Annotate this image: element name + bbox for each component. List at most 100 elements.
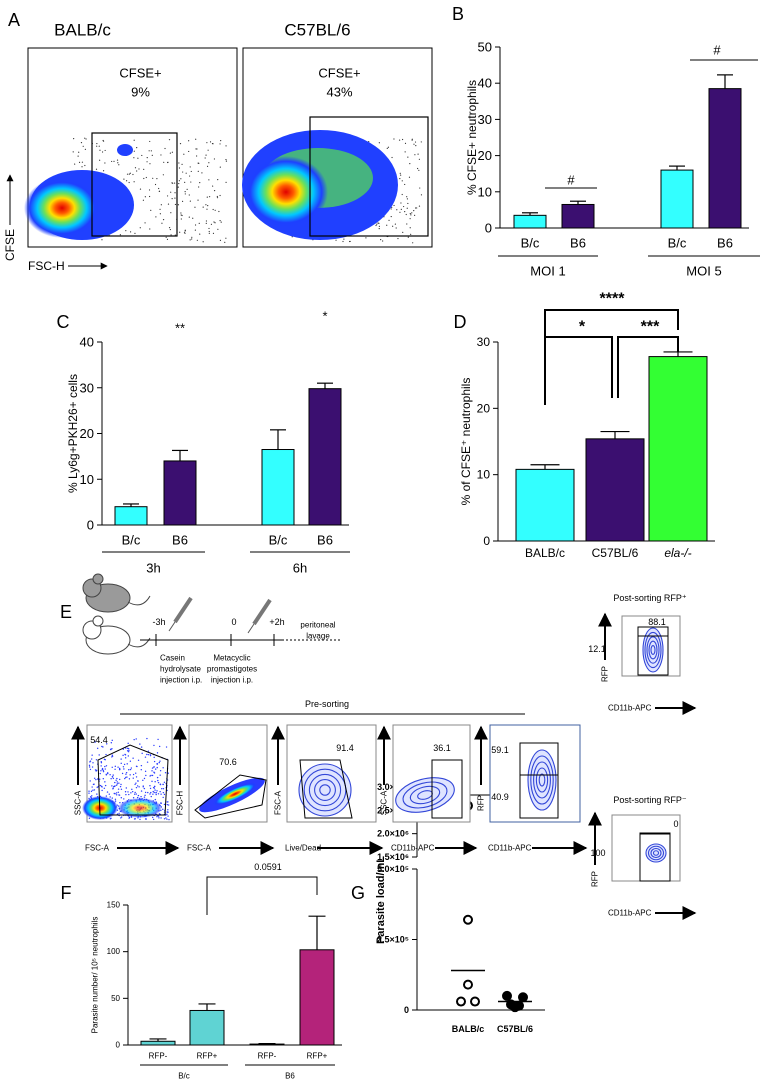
event-dot (162, 219, 165, 221)
event-dot (188, 216, 190, 218)
event-dot (136, 796, 139, 799)
event-dot (100, 770, 102, 772)
event-dot (405, 213, 407, 216)
event-dot (124, 754, 127, 756)
event-dot (151, 774, 154, 777)
event-dot (154, 785, 156, 788)
mouse-tail (127, 637, 151, 648)
event-dot (151, 154, 153, 156)
y-tick-label: 100 (107, 947, 121, 956)
event-dot (167, 809, 169, 811)
event-dot (120, 816, 123, 818)
event-dot (123, 768, 125, 770)
event-dot (152, 177, 154, 179)
mouse-ear (92, 573, 104, 585)
significance-label: *** (641, 319, 660, 336)
event-dot (408, 176, 411, 178)
event-dot (152, 793, 154, 795)
event-dot (131, 790, 134, 793)
gate (637, 626, 669, 676)
event-dot (136, 146, 138, 149)
event-dot (404, 183, 406, 186)
event-dot (143, 787, 146, 790)
event-dot (156, 766, 158, 769)
event-dot (153, 791, 155, 794)
event-dot (180, 178, 182, 180)
event-dot (171, 198, 173, 200)
event-dot (404, 211, 406, 213)
event-dot (119, 785, 122, 788)
y-axis-label: RFP (477, 795, 486, 811)
event-dot (181, 214, 183, 217)
event-dot (149, 787, 152, 790)
density-core (118, 798, 162, 818)
event-dot (189, 175, 191, 177)
y-axis-label: FSC-H (176, 791, 185, 816)
event-dot (140, 769, 142, 771)
event-dot (219, 220, 221, 222)
gate (91, 132, 178, 237)
event-dot (183, 231, 186, 233)
significance-label: * (579, 319, 586, 336)
mouse-ear (92, 615, 104, 627)
density-core (213, 782, 257, 806)
event-dot (126, 776, 128, 778)
event-dot (132, 797, 135, 799)
event-dot (111, 747, 113, 750)
event-dot (167, 815, 169, 817)
event-dot (95, 778, 97, 781)
gate (299, 759, 353, 819)
event-dot (208, 196, 211, 198)
y-tick-label: 30 (478, 112, 492, 127)
event-dot (143, 168, 145, 170)
event-dot (401, 193, 403, 196)
event-dot (400, 208, 402, 210)
event-dot (196, 155, 198, 157)
event-dot (120, 783, 122, 786)
event-dot (143, 177, 145, 180)
contour (527, 749, 557, 811)
section-title: Post-sorting RFP⁺ (613, 593, 687, 603)
event-dot (81, 161, 84, 163)
event-dot (206, 142, 208, 144)
event-dot (164, 771, 167, 774)
event-dot (112, 777, 115, 780)
x-axis-label: FSC-A (85, 844, 110, 853)
event-dot (112, 774, 114, 776)
event-dot (89, 768, 92, 771)
event-dot (115, 792, 118, 794)
event-dot (378, 222, 380, 224)
panel-label: A (8, 10, 20, 30)
event-dot (116, 159, 119, 161)
event-dot (82, 145, 84, 147)
event-dot (88, 792, 90, 794)
significance-bracket (544, 336, 613, 405)
event-dot (393, 204, 395, 207)
event-dot (136, 765, 138, 768)
event-dot (116, 813, 119, 815)
event-dot (162, 791, 165, 794)
event-dot (161, 222, 163, 224)
event-dot (197, 199, 199, 201)
event-dot (153, 744, 155, 747)
mouse-tail (127, 595, 151, 606)
gate-value: 36.1 (433, 743, 451, 753)
y-tick-label: 1.5×10⁶ (377, 852, 409, 862)
event-dot (201, 172, 203, 174)
section-title: Pre-sorting (305, 699, 349, 709)
event-dot (145, 818, 148, 820)
contour (642, 627, 664, 673)
gate-value: 59.1 (491, 745, 509, 755)
event-dot (220, 140, 222, 142)
group-label: 3h (146, 561, 160, 576)
contour (646, 636, 660, 664)
event-dot (214, 222, 216, 224)
group-label: 6h (293, 561, 307, 576)
event-dot (124, 777, 126, 780)
event-dot (169, 152, 171, 154)
event-dot (407, 156, 409, 158)
event-dot (132, 757, 134, 759)
event-dot (390, 215, 392, 218)
event-dot (365, 237, 367, 239)
event-dot (378, 227, 380, 230)
